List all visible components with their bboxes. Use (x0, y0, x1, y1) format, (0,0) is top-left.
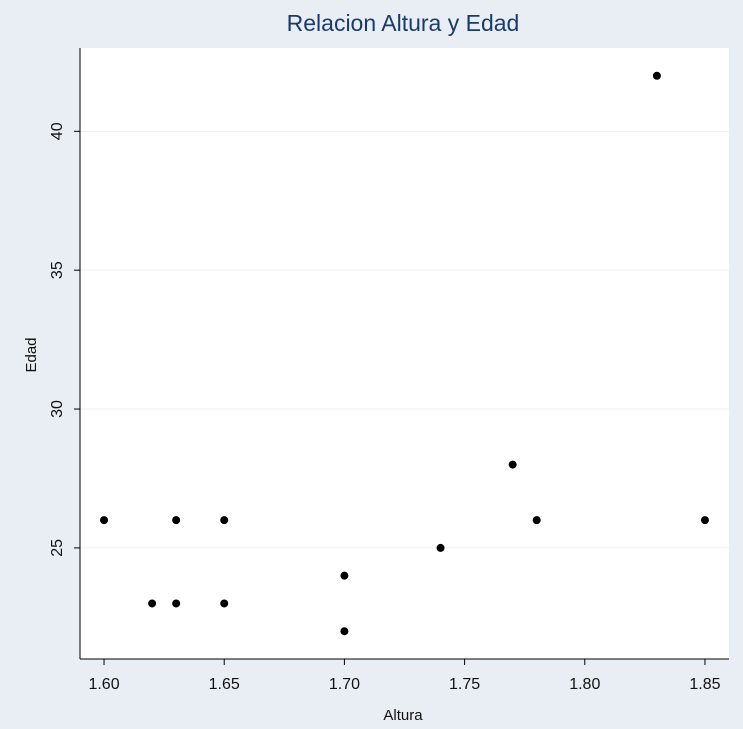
data-point (340, 627, 349, 636)
x-axis-label: Altura (383, 707, 423, 724)
axes (79, 48, 729, 660)
x-tick-label: 1.80 (569, 676, 600, 693)
y-tick-label: 25 (49, 539, 66, 557)
chart-title: Relacion Altura y Edad (287, 10, 520, 36)
data-point (652, 71, 661, 80)
data-point (220, 599, 229, 608)
plot-area (80, 48, 729, 659)
grid-lines (80, 130, 729, 549)
y-tick-label: 40 (49, 122, 66, 140)
data-point (436, 543, 445, 552)
data-point (508, 460, 517, 469)
data-point (172, 599, 181, 608)
y-axis-ticks: 25 30 35 40 (49, 122, 80, 557)
y-axis-label: Edad (23, 337, 40, 372)
x-tick-label: 1.65 (209, 676, 240, 693)
x-tick-label: 1.70 (329, 676, 360, 693)
data-point (700, 516, 709, 525)
data-point (340, 571, 349, 580)
data-point (532, 516, 541, 525)
data-point (172, 516, 181, 525)
x-tick-label: 1.60 (88, 676, 119, 693)
data-points (100, 71, 709, 636)
data-point (148, 599, 157, 608)
y-tick-label: 35 (49, 261, 66, 279)
y-tick-label: 30 (49, 400, 66, 418)
data-point (100, 516, 109, 525)
x-axis-ticks: 1.60 1.65 1.70 1.75 1.80 1.85 (88, 659, 721, 693)
x-tick-label: 1.75 (449, 676, 480, 693)
x-tick-label: 1.85 (689, 676, 720, 693)
data-point (220, 516, 229, 525)
